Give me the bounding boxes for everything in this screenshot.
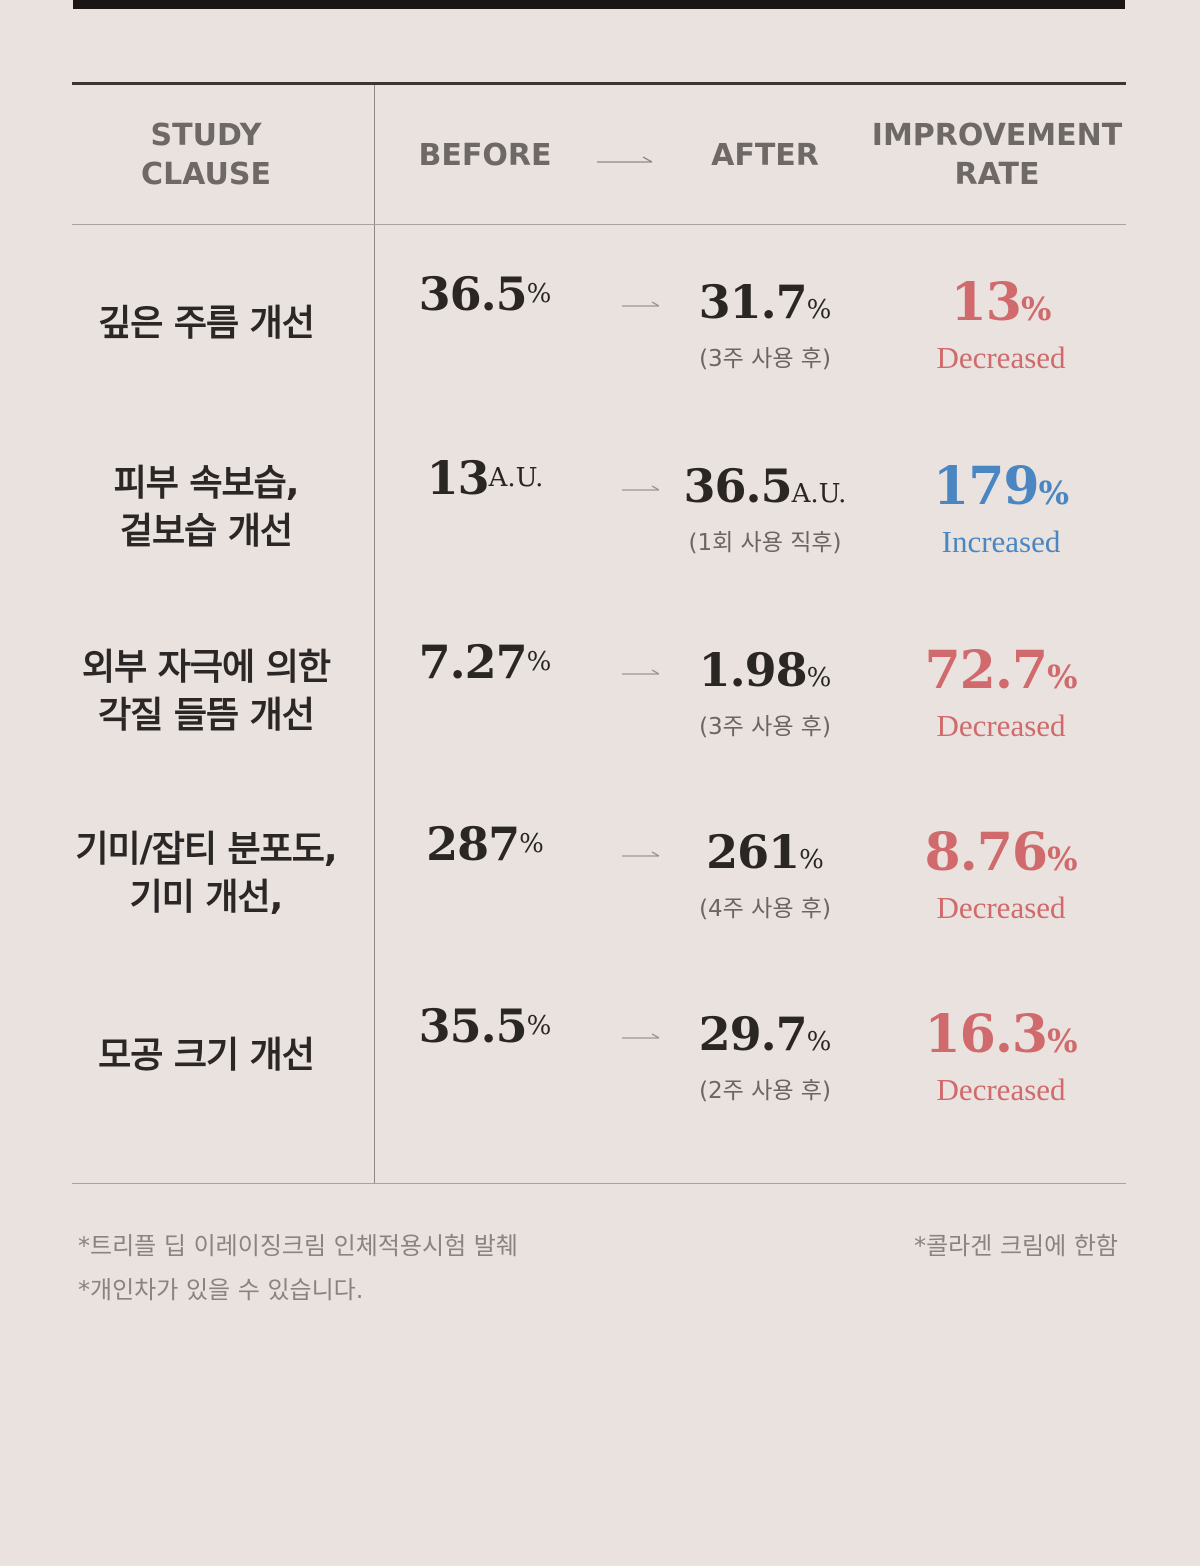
header-improvement-rate: IMPROVEMENT RATE (862, 85, 1132, 225)
study-clause-label-line: 기미 개선, (129, 877, 284, 918)
before-unit: % (526, 279, 552, 309)
usage-period-note: (3주 사용 후) (699, 346, 831, 372)
rate-number: 13 (950, 272, 1022, 333)
before-number: 36.5 (418, 267, 528, 321)
table-row: 기미/잡티 분포도, 기미 개선, 287% 261% (4주 사용 후) 8.76% De… (72, 783, 1126, 965)
rate-direction: Increased (941, 524, 1061, 559)
rate-unit: % (1047, 840, 1078, 878)
usage-period-note: (3주 사용 후) (699, 714, 831, 740)
improvement-rate: 8.76% Decreased (862, 783, 1140, 965)
rate-direction: Decreased (936, 1072, 1066, 1107)
before-unit: A.U. (488, 463, 544, 493)
before-value: 7.27% (392, 571, 578, 753)
results-table: STUDY CLAUSE BEFORE AFTER IMPROVEMENT RA… (72, 82, 1126, 1184)
rate-unit: % (1038, 474, 1069, 512)
header-after: AFTER (711, 137, 819, 173)
after-unit: % (799, 845, 824, 875)
rate-direction: Decreased (936, 708, 1066, 743)
before-unit: % (526, 1011, 552, 1041)
after-number: 261 (706, 825, 800, 879)
improvement-rate: 72.7% Decreased (862, 601, 1140, 783)
study-clause-label-line: 깊은 주름 개선 (98, 303, 315, 344)
table-row: 깊은 주름 개선 36.5% 31.7% (3주 사용 후) 13% Decreased (72, 233, 1126, 415)
after-unit: % (806, 663, 832, 693)
after-unit: % (806, 1027, 832, 1057)
header-rate-line-2: RATE (954, 157, 1040, 192)
column-divider (374, 85, 375, 1183)
rate-number: 8.76 (924, 822, 1048, 883)
study-clause-label-line: 겉보습 개선 (119, 511, 293, 552)
arrow-right-icon (622, 851, 660, 857)
before-value: 287% (392, 753, 578, 935)
after-unit: A.U. (791, 479, 847, 509)
study-clause-label-line: 피부 속보습, (113, 463, 300, 504)
before-number: 35.5 (418, 999, 528, 1053)
header-rate-line-1: IMPROVEMENT (871, 118, 1123, 153)
rate-unit: % (1020, 290, 1052, 328)
study-clause-label: 기미/잡티 분포도, 기미 개선, (72, 783, 340, 965)
arrow-right-icon (622, 1033, 660, 1039)
table-header: STUDY CLAUSE BEFORE AFTER IMPROVEMENT RA… (72, 85, 1126, 225)
table-row: 피부 속보습, 겉보습 개선 13 A.U. 36.5A.U. (1회 사용 직후) 179… (72, 417, 1126, 599)
header-clause-line-1: STUDY (150, 118, 262, 153)
after-number: 29.7 (698, 1007, 808, 1061)
table-row: 모공 크기 개선 35.5% 29.7% (2주 사용 후) 16.3% Decrease… (72, 965, 1126, 1147)
after-number: 36.5 (683, 459, 793, 513)
arrow-right-icon (622, 485, 660, 491)
before-number: 287 (426, 817, 520, 871)
after-value: 1.98% (3주 사용 후) (672, 601, 858, 783)
after-number: 31.7 (698, 275, 808, 329)
before-number: 13 (426, 451, 490, 505)
improvement-rate: 179% Increased (862, 417, 1140, 599)
study-clause-label-line: 기미/잡티 분포도, (75, 829, 337, 870)
after-number: 1.98 (698, 643, 808, 697)
after-unit: % (806, 295, 832, 325)
footnote-disclaimer: *개인차가 있을 수 있습니다. (78, 1276, 364, 1304)
header-study-clause: STUDY CLAUSE (72, 85, 340, 225)
header-before: BEFORE (418, 137, 552, 173)
rate-number: 72.7 (924, 640, 1048, 701)
arrow-right-icon (622, 301, 660, 307)
arrow-right-icon (622, 669, 660, 675)
improvement-rate: 13% Decreased (862, 233, 1140, 415)
study-clause-label: 피부 속보습, 겉보습 개선 (72, 417, 340, 599)
usage-period-note: (1회 사용 직후) (688, 530, 842, 556)
before-unit: % (526, 647, 552, 677)
footnotes: *트리플 딥 이레이징크림 인체적용시험 발췌 *개인차가 있을 수 있습니다.… (78, 1224, 1118, 1312)
after-value: 31.7% (3주 사용 후) (672, 233, 858, 415)
rate-number: 179 (933, 456, 1040, 517)
footnote-source: *트리플 딥 이레이징크림 인체적용시험 발췌 (78, 1232, 518, 1260)
before-value: 35.5% (392, 935, 578, 1117)
rate-number: 16.3 (924, 1004, 1048, 1065)
after-value: 29.7% (2주 사용 후) (672, 965, 858, 1147)
study-clause-label-line: 외부 자극에 의한 (82, 647, 331, 688)
usage-period-note: (2주 사용 후) (699, 1078, 831, 1104)
header-arrow-icon (597, 156, 653, 163)
after-value: 36.5A.U. (1회 사용 직후) (672, 417, 858, 599)
footnote-scope: *콜라겐 크림에 한함 (914, 1232, 1118, 1260)
study-clause-label-line: 각질 들뜸 개선 (98, 695, 315, 736)
before-value: 36.5% (392, 203, 578, 385)
table-row: 외부 자극에 의한 각질 들뜸 개선 7.27% 1.98% (3주 사용 후) 72.7… (72, 601, 1126, 783)
header-clause-line-2: CLAUSE (141, 157, 271, 192)
rate-direction: Decreased (936, 340, 1066, 375)
study-clause-label-line: 모공 크기 개선 (98, 1035, 315, 1076)
rate-direction: Decreased (936, 890, 1066, 925)
rate-unit: % (1047, 1022, 1078, 1060)
study-clause-label: 깊은 주름 개선 (72, 233, 340, 415)
improvement-rate: 16.3% Decreased (862, 965, 1140, 1147)
study-clause-label: 모공 크기 개선 (72, 965, 340, 1147)
usage-period-note: (4주 사용 후) (699, 896, 831, 922)
before-number: 7.27 (418, 635, 528, 689)
before-unit: % (519, 829, 544, 859)
top-dark-bar (73, 0, 1125, 9)
after-value: 261% (4주 사용 후) (672, 783, 858, 965)
rate-unit: % (1047, 658, 1078, 696)
before-value: 13 A.U. (392, 387, 578, 569)
